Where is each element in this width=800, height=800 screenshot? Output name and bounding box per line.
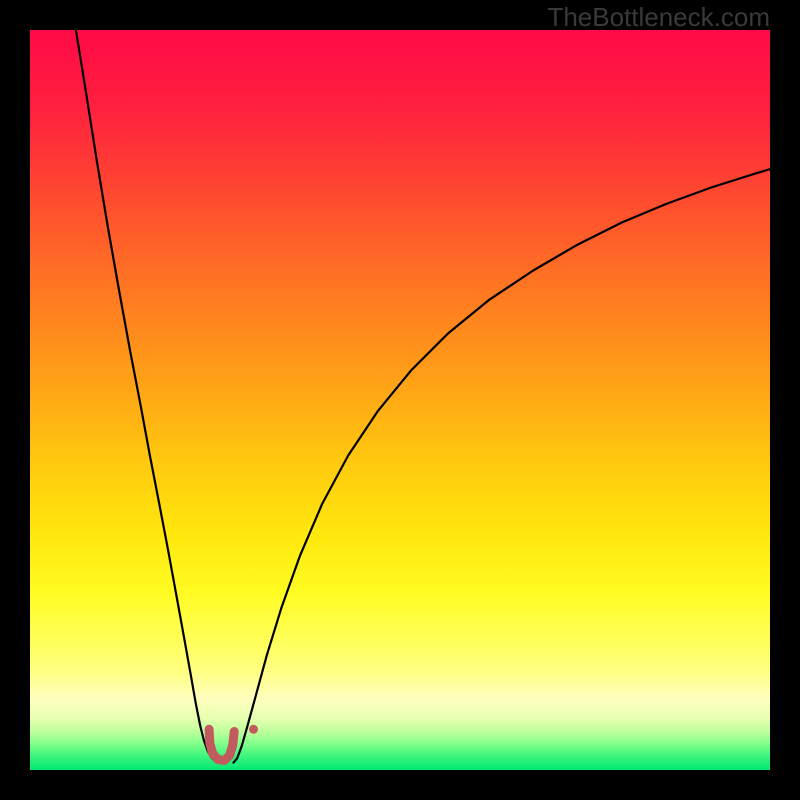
marker-dot bbox=[249, 725, 258, 734]
bottleneck-curve-svg bbox=[30, 30, 770, 770]
marker-u bbox=[209, 729, 234, 760]
plot-area bbox=[30, 30, 770, 770]
watermark-text: TheBottleneck.com bbox=[547, 2, 770, 33]
curve-right bbox=[234, 169, 771, 762]
chart-frame: TheBottleneck.com bbox=[0, 0, 800, 800]
curve-left bbox=[76, 30, 220, 763]
